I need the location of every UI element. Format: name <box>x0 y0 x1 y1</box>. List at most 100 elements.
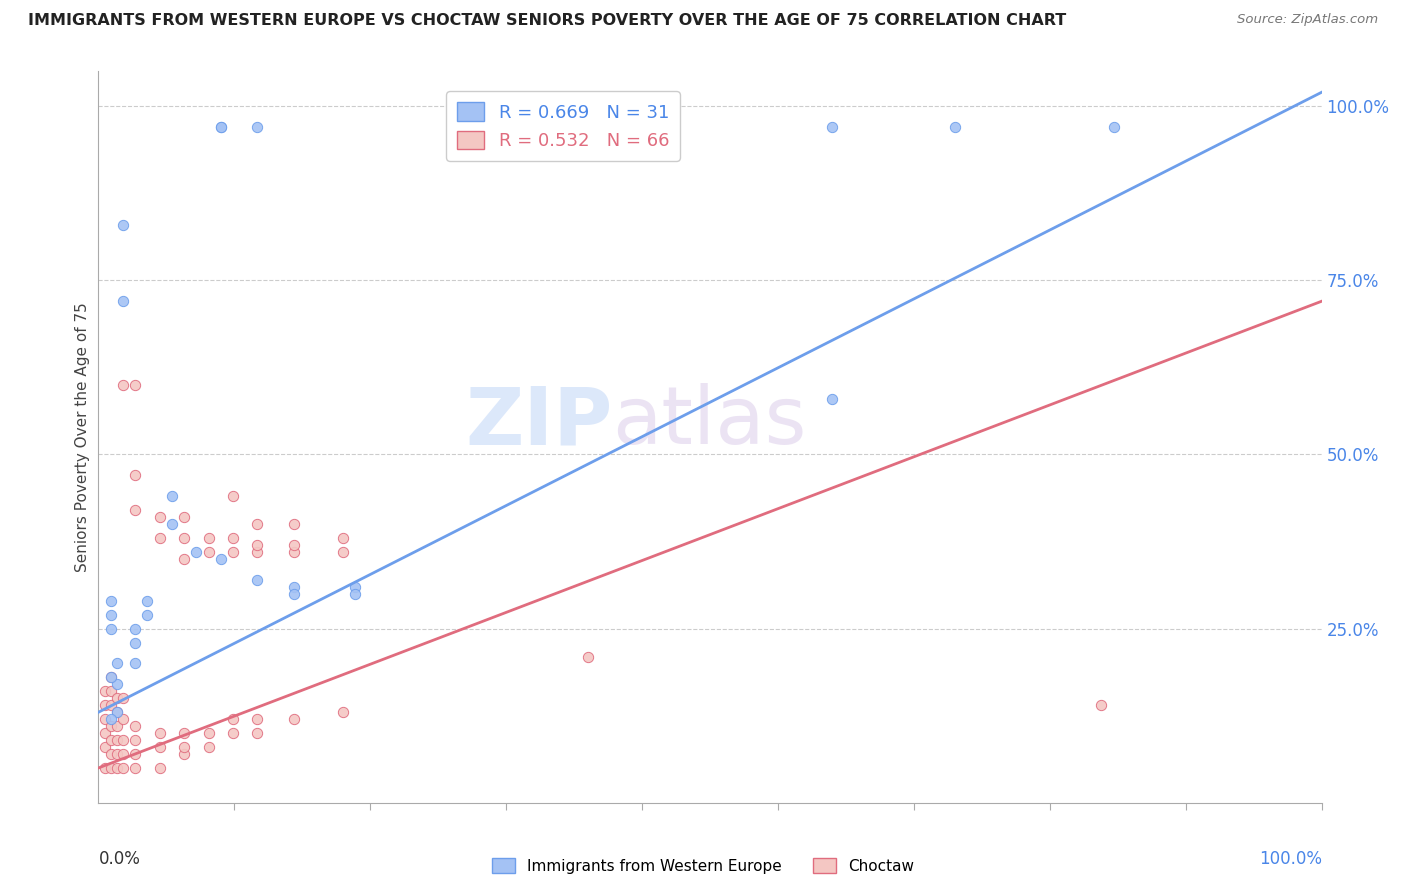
Point <box>821 120 844 134</box>
Point <box>246 517 269 532</box>
Point <box>111 294 134 309</box>
Point <box>111 733 134 747</box>
Point <box>943 120 966 134</box>
Point <box>93 698 115 713</box>
Point <box>1102 120 1125 134</box>
Point <box>100 622 122 636</box>
Point <box>100 733 122 747</box>
Point <box>209 120 232 134</box>
Point <box>93 761 115 775</box>
Point <box>332 531 354 545</box>
Point <box>105 719 128 733</box>
Text: IMMIGRANTS FROM WESTERN EUROPE VS CHOCTAW SENIORS POVERTY OVER THE AGE OF 75 COR: IMMIGRANTS FROM WESTERN EUROPE VS CHOCTA… <box>28 13 1066 29</box>
Point <box>283 587 305 601</box>
Point <box>821 392 844 406</box>
Point <box>111 377 134 392</box>
Text: ZIP: ZIP <box>465 384 612 461</box>
Point <box>100 607 122 622</box>
Point <box>173 740 195 755</box>
Point <box>111 691 134 706</box>
Point <box>105 705 128 719</box>
Point <box>283 538 305 552</box>
Point <box>100 670 122 684</box>
Text: 100.0%: 100.0% <box>1258 850 1322 868</box>
Point <box>100 712 122 726</box>
Point <box>246 712 269 726</box>
Point <box>105 705 128 719</box>
Point <box>197 726 219 740</box>
Point <box>222 545 245 559</box>
Point <box>344 580 367 594</box>
Point <box>111 747 134 761</box>
Point <box>105 677 128 691</box>
Point <box>173 510 195 524</box>
Point <box>105 691 128 706</box>
Point <box>100 719 122 733</box>
Point <box>105 761 128 775</box>
Point <box>105 733 128 747</box>
Point <box>111 712 134 726</box>
Point <box>222 726 245 740</box>
Point <box>100 761 122 775</box>
Y-axis label: Seniors Poverty Over the Age of 75: Seniors Poverty Over the Age of 75 <box>75 302 90 572</box>
Point <box>124 719 146 733</box>
Point <box>209 552 232 566</box>
Point <box>283 712 305 726</box>
Point <box>197 545 219 559</box>
Point <box>93 684 115 698</box>
Point <box>149 740 172 755</box>
Point <box>173 531 195 545</box>
Point <box>100 684 122 698</box>
Point <box>149 510 172 524</box>
Point <box>332 545 354 559</box>
Point <box>246 545 269 559</box>
Point <box>332 705 354 719</box>
Point <box>209 120 232 134</box>
Text: atlas: atlas <box>612 384 807 461</box>
Point <box>246 726 269 740</box>
Point <box>111 761 134 775</box>
Point <box>173 747 195 761</box>
Point <box>124 377 146 392</box>
Point <box>1090 698 1112 713</box>
Point <box>222 531 245 545</box>
Point <box>124 503 146 517</box>
Point <box>173 552 195 566</box>
Point <box>246 573 269 587</box>
Point <box>124 622 146 636</box>
Point <box>246 120 269 134</box>
Point <box>111 218 134 232</box>
Point <box>100 594 122 608</box>
Point <box>136 594 159 608</box>
Point <box>283 580 305 594</box>
Point <box>197 531 219 545</box>
Legend: Immigrants from Western Europe, Choctaw: Immigrants from Western Europe, Choctaw <box>486 852 920 880</box>
Point <box>186 545 208 559</box>
Point <box>100 670 122 684</box>
Point <box>93 740 115 755</box>
Point <box>124 761 146 775</box>
Point <box>160 517 183 532</box>
Point <box>149 726 172 740</box>
Point <box>576 649 599 664</box>
Point <box>197 740 219 755</box>
Legend: R = 0.669   N = 31, R = 0.532   N = 66: R = 0.669 N = 31, R = 0.532 N = 66 <box>446 91 681 161</box>
Point <box>149 761 172 775</box>
Point <box>124 747 146 761</box>
Point <box>124 468 146 483</box>
Point <box>93 726 115 740</box>
Point <box>124 635 146 649</box>
Point <box>160 489 183 503</box>
Point <box>283 545 305 559</box>
Point <box>246 538 269 552</box>
Point <box>222 712 245 726</box>
Point <box>105 657 128 671</box>
Point <box>344 587 367 601</box>
Point <box>283 517 305 532</box>
Text: 0.0%: 0.0% <box>98 850 141 868</box>
Point <box>136 607 159 622</box>
Point <box>222 489 245 503</box>
Point <box>173 726 195 740</box>
Point <box>100 698 122 713</box>
Text: Source: ZipAtlas.com: Source: ZipAtlas.com <box>1237 13 1378 27</box>
